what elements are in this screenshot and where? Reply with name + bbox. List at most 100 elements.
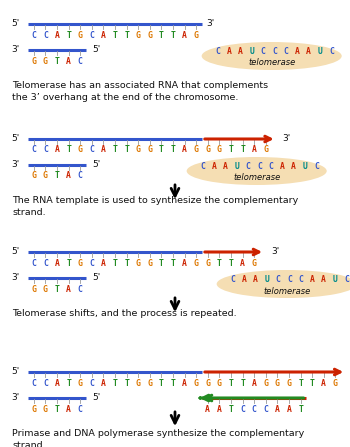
Text: G: G bbox=[147, 379, 152, 388]
Text: A: A bbox=[182, 30, 187, 39]
Text: T: T bbox=[55, 405, 60, 413]
Text: C: C bbox=[230, 275, 235, 284]
Text: T: T bbox=[66, 258, 71, 267]
Text: telomerase: telomerase bbox=[263, 287, 310, 295]
Text: G: G bbox=[217, 379, 222, 388]
Text: C: C bbox=[89, 379, 94, 388]
Text: A: A bbox=[295, 47, 300, 56]
Text: C: C bbox=[43, 30, 48, 39]
Text: C: C bbox=[215, 47, 220, 56]
Text: G: G bbox=[136, 379, 141, 388]
Text: T: T bbox=[170, 30, 175, 39]
Text: A: A bbox=[287, 405, 292, 413]
Text: G: G bbox=[194, 30, 199, 39]
Text: T: T bbox=[229, 379, 233, 388]
Text: T: T bbox=[298, 379, 303, 388]
Text: A: A bbox=[275, 405, 280, 413]
Text: A: A bbox=[205, 405, 210, 413]
Text: A: A bbox=[252, 146, 257, 155]
Text: A: A bbox=[55, 379, 60, 388]
Text: T: T bbox=[159, 258, 164, 267]
Text: 5': 5' bbox=[11, 248, 19, 257]
Text: T: T bbox=[170, 146, 175, 155]
Text: A: A bbox=[66, 56, 71, 66]
Text: 3': 3' bbox=[206, 20, 214, 29]
Text: C: C bbox=[272, 47, 277, 56]
Text: C: C bbox=[89, 258, 94, 267]
Text: 3': 3' bbox=[271, 248, 279, 257]
Text: U: U bbox=[234, 163, 239, 172]
Text: T: T bbox=[240, 379, 245, 388]
Text: G: G bbox=[217, 146, 222, 155]
Text: A: A bbox=[182, 146, 187, 155]
Text: 3': 3' bbox=[11, 274, 19, 283]
Text: C: C bbox=[89, 30, 94, 39]
Text: C: C bbox=[78, 172, 83, 181]
Text: C: C bbox=[240, 405, 245, 413]
Text: The RNA template is used to synthesize the complementary
strand.: The RNA template is used to synthesize t… bbox=[12, 196, 298, 217]
Text: T: T bbox=[124, 30, 129, 39]
Text: A: A bbox=[212, 163, 217, 172]
Text: C: C bbox=[276, 275, 281, 284]
Text: G: G bbox=[287, 379, 292, 388]
Text: T: T bbox=[310, 379, 315, 388]
Text: C: C bbox=[89, 146, 94, 155]
Text: C: C bbox=[314, 163, 319, 172]
Text: 3': 3' bbox=[11, 46, 19, 55]
Text: G: G bbox=[194, 146, 199, 155]
Text: Telomerase has an associated RNA that complements
the 3’ overhang at the end of : Telomerase has an associated RNA that co… bbox=[12, 81, 268, 102]
Text: A: A bbox=[101, 146, 106, 155]
Text: G: G bbox=[78, 379, 83, 388]
Text: T: T bbox=[113, 379, 118, 388]
Text: G: G bbox=[78, 30, 83, 39]
Text: G: G bbox=[333, 379, 338, 388]
Ellipse shape bbox=[202, 42, 342, 70]
Ellipse shape bbox=[187, 157, 327, 185]
Text: T: T bbox=[124, 146, 129, 155]
Text: G: G bbox=[194, 258, 199, 267]
Text: T: T bbox=[170, 258, 175, 267]
Text: C: C bbox=[78, 284, 83, 294]
Text: C: C bbox=[284, 47, 288, 56]
Text: 5': 5' bbox=[11, 20, 19, 29]
Text: C: C bbox=[32, 146, 36, 155]
Text: telomerase: telomerase bbox=[233, 173, 280, 182]
Text: 5': 5' bbox=[92, 393, 100, 402]
Text: T: T bbox=[66, 379, 71, 388]
Text: A: A bbox=[55, 258, 60, 267]
Text: G: G bbox=[252, 258, 257, 267]
Text: U: U bbox=[317, 47, 322, 56]
Text: A: A bbox=[238, 47, 243, 56]
Text: G: G bbox=[205, 258, 210, 267]
Text: C: C bbox=[43, 258, 48, 267]
Text: T: T bbox=[66, 146, 71, 155]
Text: G: G bbox=[147, 146, 152, 155]
Text: A: A bbox=[241, 275, 246, 284]
Text: G: G bbox=[205, 379, 210, 388]
Text: G: G bbox=[32, 284, 36, 294]
Text: G: G bbox=[32, 56, 36, 66]
Text: G: G bbox=[136, 30, 141, 39]
Text: A: A bbox=[321, 275, 326, 284]
Text: G: G bbox=[263, 146, 268, 155]
Text: A: A bbox=[280, 163, 285, 172]
Text: C: C bbox=[78, 405, 83, 413]
Text: C: C bbox=[43, 379, 48, 388]
Text: G: G bbox=[205, 146, 210, 155]
Text: A: A bbox=[217, 405, 222, 413]
Text: A: A bbox=[223, 163, 228, 172]
Text: A: A bbox=[226, 47, 231, 56]
Text: G: G bbox=[43, 56, 48, 66]
Text: A: A bbox=[253, 275, 258, 284]
Text: G: G bbox=[275, 379, 280, 388]
Text: 5': 5' bbox=[92, 274, 100, 283]
Text: T: T bbox=[170, 379, 175, 388]
Text: T: T bbox=[229, 405, 233, 413]
Text: A: A bbox=[321, 379, 326, 388]
Text: C: C bbox=[32, 30, 36, 39]
Text: 3': 3' bbox=[282, 135, 291, 143]
Text: 5': 5' bbox=[11, 367, 19, 376]
Text: A: A bbox=[291, 163, 296, 172]
Text: U: U bbox=[302, 163, 307, 172]
Text: U: U bbox=[249, 47, 254, 56]
